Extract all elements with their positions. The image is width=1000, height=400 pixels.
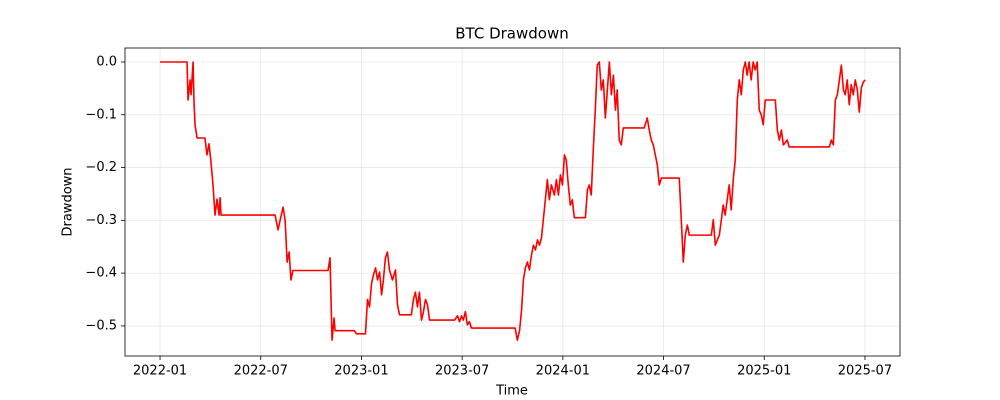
y-tick-label: 0.0 bbox=[96, 54, 117, 69]
drawdown-line bbox=[160, 61, 866, 341]
x-tick-label: 2023-01 bbox=[334, 364, 388, 379]
x-tick-label: 2025-07 bbox=[838, 364, 892, 379]
x-tick-label: 2024-07 bbox=[636, 364, 690, 379]
y-tick-label: −0.5 bbox=[85, 318, 117, 333]
y-axis-label: Drawdown bbox=[61, 167, 76, 236]
x-axis-label: Time bbox=[495, 384, 528, 399]
x-tick-label: 2023-07 bbox=[435, 364, 489, 379]
x-tick-label: 2025-01 bbox=[737, 364, 791, 379]
y-tick-label: −0.1 bbox=[85, 107, 117, 122]
y-tick-label: −0.3 bbox=[85, 213, 117, 228]
x-tick-label: 2024-01 bbox=[536, 364, 590, 379]
plot-frame bbox=[124, 47, 901, 357]
y-tick-label: −0.2 bbox=[85, 160, 117, 175]
chart-title: BTC Drawdown bbox=[455, 25, 568, 43]
y-tick-label: −0.4 bbox=[85, 266, 117, 281]
x-tick-label: 2022-01 bbox=[133, 364, 187, 379]
x-tick-label: 2022-07 bbox=[234, 364, 288, 379]
